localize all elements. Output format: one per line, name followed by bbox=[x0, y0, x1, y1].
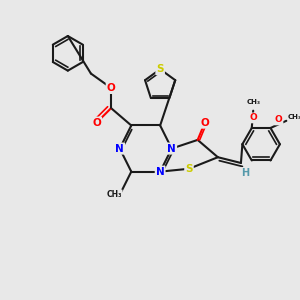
Text: O: O bbox=[107, 83, 116, 93]
Text: S: S bbox=[156, 64, 164, 74]
Text: N: N bbox=[116, 144, 124, 154]
Text: N: N bbox=[167, 144, 176, 154]
Text: H: H bbox=[241, 168, 249, 178]
Text: O: O bbox=[200, 118, 209, 128]
Text: N: N bbox=[156, 167, 164, 177]
Text: O: O bbox=[275, 116, 283, 124]
Text: S: S bbox=[185, 164, 193, 174]
Text: O: O bbox=[92, 118, 101, 128]
Text: O: O bbox=[249, 113, 257, 122]
Text: CH₃: CH₃ bbox=[106, 190, 122, 199]
Text: CH₃: CH₃ bbox=[288, 114, 300, 120]
Text: CH₃: CH₃ bbox=[246, 99, 260, 105]
